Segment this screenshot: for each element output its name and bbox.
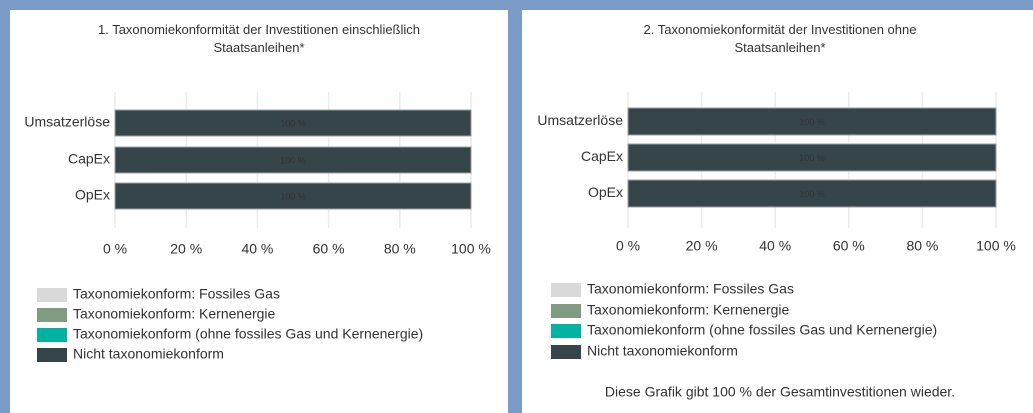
data-label: 100 % [280, 155, 306, 165]
bar-segment [114, 182, 472, 210]
legend-label: Nicht taxonomiekonform [587, 343, 738, 359]
x-tick-label: 60 % [833, 238, 865, 254]
bar-segment [114, 109, 472, 137]
chart-title: 1. Taxonomiekonformität der Investitione… [98, 22, 420, 55]
legend-label: Taxonomiekonform: Kernenergie [587, 302, 790, 318]
legend-swatch [551, 304, 581, 318]
bar-segment [627, 143, 997, 172]
data-label: 100 % [799, 189, 825, 199]
data-label: 100 % [799, 117, 825, 127]
legend-label: Taxonomiekonform (ohne fossiles Gas und … [73, 326, 423, 342]
y-tick-label: Umsatzerlöse [24, 114, 110, 130]
bar-segment [627, 179, 997, 208]
chart-note: Diese Grafik gibt 100 % der Gesamtinvest… [605, 384, 955, 400]
legend-swatch [37, 288, 67, 302]
legend-label: Taxonomiekonform (ohne fossiles Gas und … [587, 322, 937, 338]
bar-segment [114, 146, 472, 174]
data-label: 100 % [799, 153, 825, 163]
legend-swatch [37, 308, 67, 322]
legend-label: Taxonomiekonform: Fossiles Gas [73, 286, 280, 302]
x-tick-label: 40 % [759, 238, 791, 254]
panel [10, 10, 508, 413]
legend-swatch [37, 348, 67, 362]
y-tick-label: OpEx [588, 184, 623, 200]
y-tick-label: OpEx [75, 187, 110, 203]
x-tick-label: 60 % [313, 241, 345, 257]
y-tick-label: CapEx [581, 148, 623, 164]
panel [522, 10, 1033, 413]
legend-label: Nicht taxonomiekonform [73, 346, 224, 362]
chart-title: 2. Taxonomiekonformität der Investitione… [644, 22, 917, 55]
x-tick-label: 0 % [103, 241, 127, 257]
legend-label: Taxonomiekonform: Kernenergie [73, 306, 276, 322]
legend-swatch [551, 324, 581, 338]
legend-swatch [551, 345, 581, 359]
x-tick-label: 20 % [686, 238, 718, 254]
data-label: 100 % [280, 118, 306, 128]
x-tick-label: 20 % [170, 241, 202, 257]
x-tick-label: 80 % [906, 238, 938, 254]
bar-segment [627, 107, 997, 136]
legend-swatch [551, 283, 581, 297]
x-tick-label: 80 % [384, 241, 416, 257]
legend-label: Taxonomiekonform: Fossiles Gas [587, 281, 794, 297]
data-label: 100 % [280, 191, 306, 201]
y-tick-label: Umsatzerlöse [537, 112, 623, 128]
y-tick-label: CapEx [68, 151, 110, 167]
legend-swatch [37, 328, 67, 342]
x-tick-label: 40 % [241, 241, 273, 257]
x-tick-label: 100 % [976, 238, 1016, 254]
x-tick-label: 0 % [616, 238, 640, 254]
x-tick-label: 100 % [451, 241, 491, 257]
